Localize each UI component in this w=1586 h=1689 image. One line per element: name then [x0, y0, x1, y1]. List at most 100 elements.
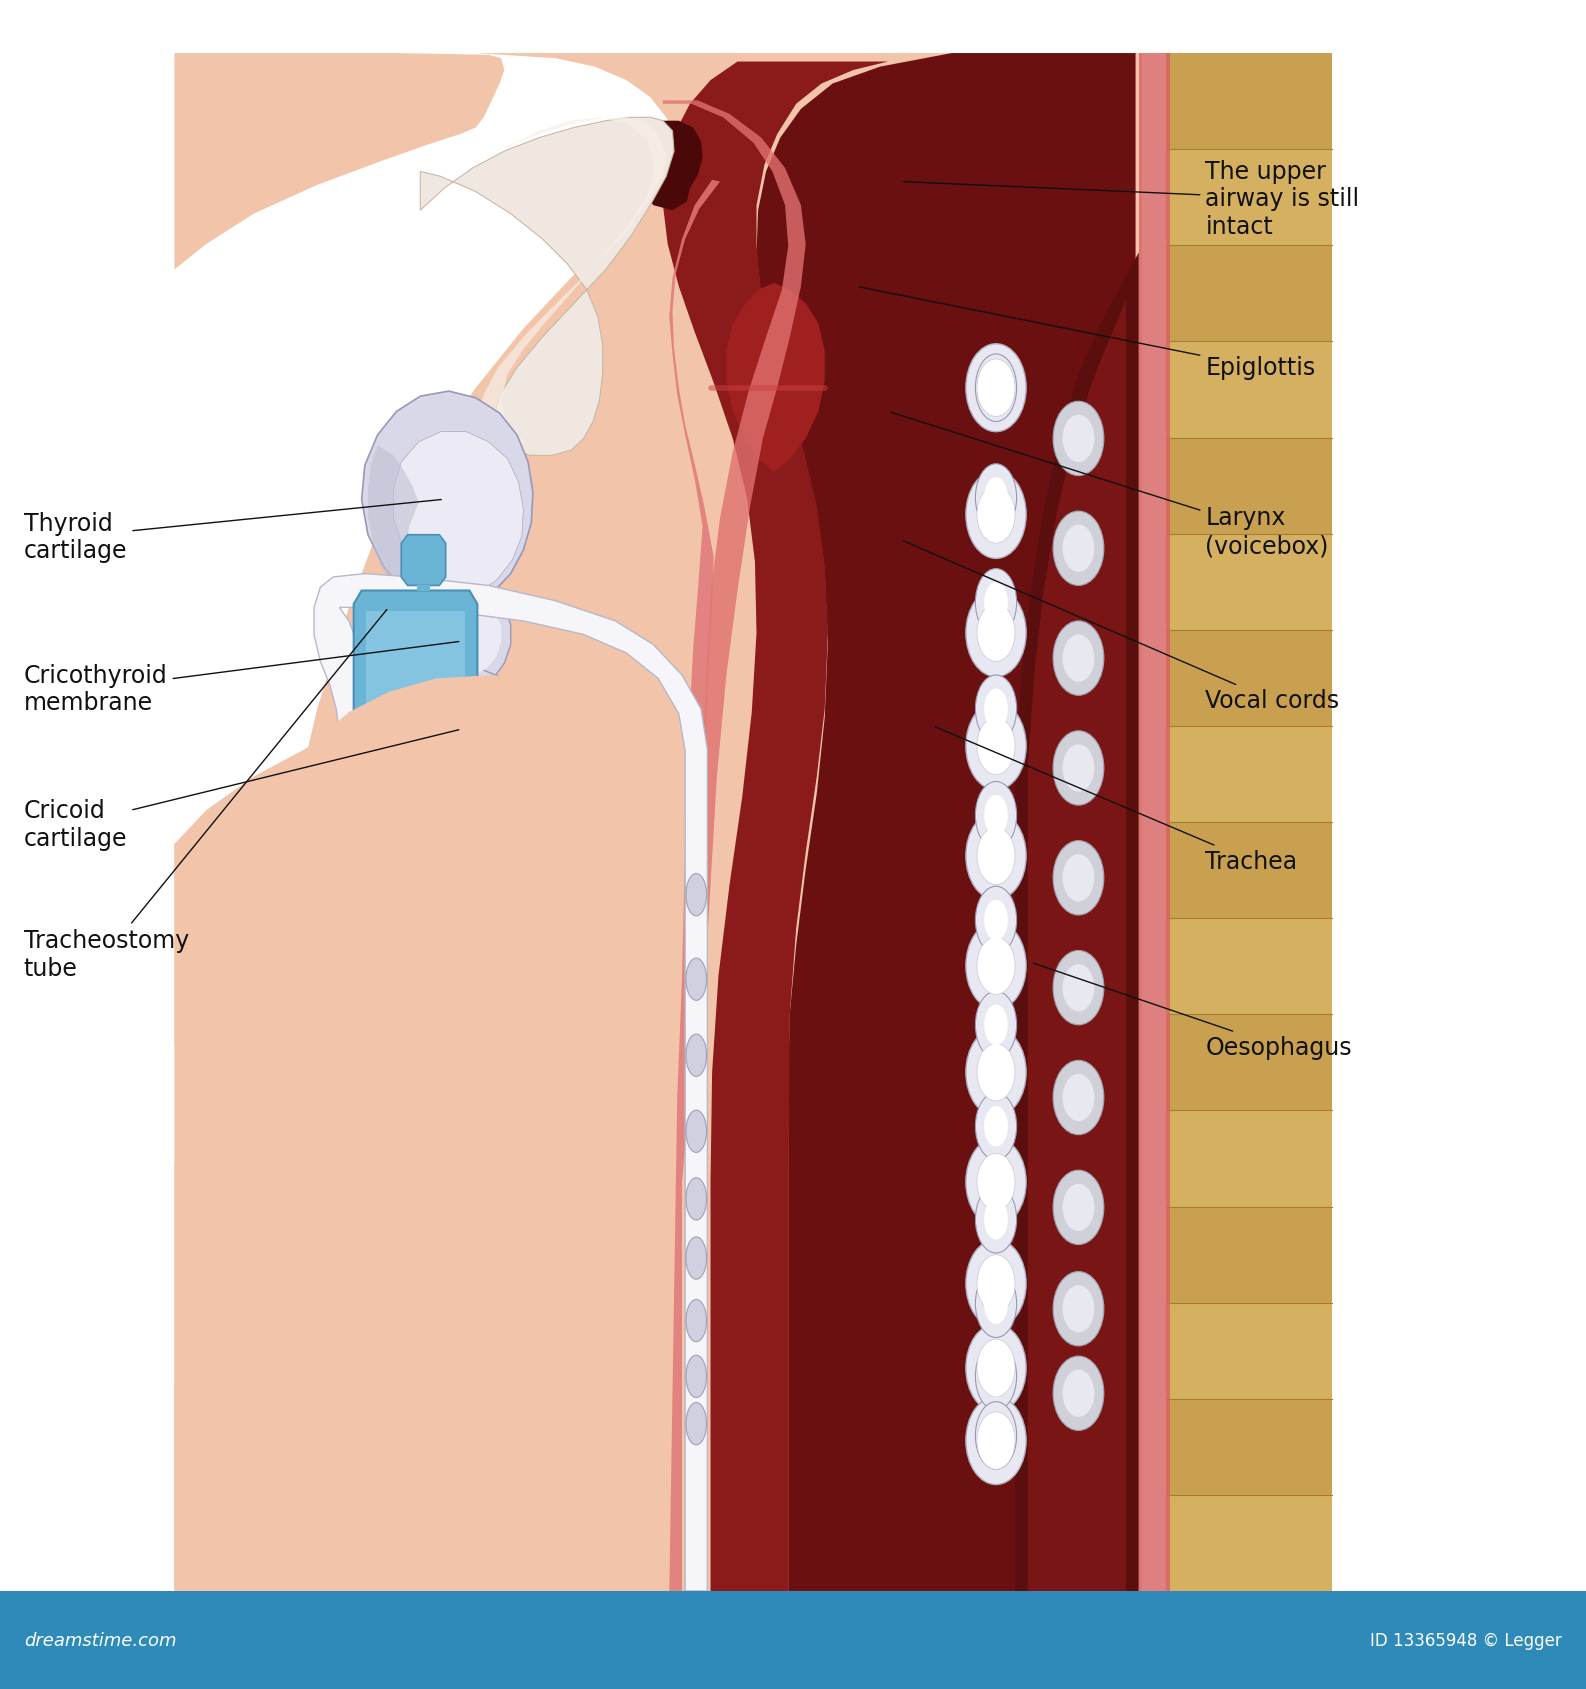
- Ellipse shape: [966, 1324, 1026, 1412]
- Polygon shape: [354, 591, 477, 726]
- Ellipse shape: [983, 900, 1009, 941]
- Polygon shape: [0, 1591, 1586, 1689]
- Polygon shape: [393, 432, 523, 595]
- Polygon shape: [1015, 253, 1139, 1591]
- Ellipse shape: [687, 1034, 707, 1078]
- Ellipse shape: [1063, 1285, 1094, 1333]
- Ellipse shape: [1063, 635, 1094, 682]
- Ellipse shape: [983, 1005, 1009, 1045]
- Ellipse shape: [687, 875, 707, 917]
- Ellipse shape: [975, 1402, 1017, 1469]
- Ellipse shape: [977, 486, 1015, 544]
- Ellipse shape: [975, 991, 1017, 1059]
- Polygon shape: [401, 535, 446, 586]
- Ellipse shape: [975, 887, 1017, 954]
- Polygon shape: [663, 101, 806, 1591]
- Polygon shape: [669, 181, 720, 1591]
- Polygon shape: [477, 118, 666, 444]
- Ellipse shape: [687, 1111, 707, 1152]
- Ellipse shape: [966, 345, 1026, 432]
- Ellipse shape: [977, 1154, 1015, 1211]
- Polygon shape: [1166, 150, 1332, 247]
- Text: Thyroid
cartilage: Thyroid cartilage: [24, 500, 441, 562]
- Ellipse shape: [1063, 745, 1094, 792]
- Polygon shape: [366, 611, 465, 706]
- Polygon shape: [634, 122, 703, 211]
- Polygon shape: [1139, 54, 1170, 1591]
- Polygon shape: [1166, 1495, 1332, 1591]
- Ellipse shape: [1053, 1170, 1104, 1245]
- Text: dreamstime.com: dreamstime.com: [24, 1632, 176, 1648]
- Ellipse shape: [983, 1284, 1009, 1324]
- Ellipse shape: [975, 1186, 1017, 1253]
- Ellipse shape: [983, 689, 1009, 730]
- Ellipse shape: [983, 1106, 1009, 1147]
- Ellipse shape: [966, 703, 1026, 790]
- Text: Larynx
(voicebox): Larynx (voicebox): [891, 412, 1329, 557]
- Polygon shape: [1166, 54, 1332, 150]
- Polygon shape: [1166, 1111, 1332, 1206]
- Text: Oesophagus: Oesophagus: [1034, 964, 1351, 1059]
- Polygon shape: [314, 574, 707, 1591]
- Polygon shape: [1166, 726, 1332, 823]
- Polygon shape: [1028, 301, 1126, 1591]
- Ellipse shape: [687, 959, 707, 1000]
- Ellipse shape: [975, 1343, 1017, 1410]
- Polygon shape: [1166, 1398, 1332, 1495]
- Polygon shape: [174, 54, 1142, 1591]
- Ellipse shape: [966, 812, 1026, 900]
- Ellipse shape: [1063, 1184, 1094, 1231]
- Ellipse shape: [975, 464, 1017, 532]
- Ellipse shape: [966, 471, 1026, 559]
- Ellipse shape: [966, 1240, 1026, 1328]
- Ellipse shape: [975, 782, 1017, 850]
- Text: Cricoid
cartilage: Cricoid cartilage: [24, 730, 458, 850]
- Polygon shape: [1166, 439, 1332, 534]
- Ellipse shape: [1063, 1074, 1094, 1121]
- Text: ID 13365948 © Legger: ID 13365948 © Legger: [1370, 1632, 1562, 1648]
- Polygon shape: [1166, 630, 1332, 726]
- Ellipse shape: [1063, 525, 1094, 573]
- Polygon shape: [420, 118, 674, 456]
- Ellipse shape: [983, 583, 1009, 623]
- Ellipse shape: [687, 1355, 707, 1398]
- Ellipse shape: [975, 569, 1017, 637]
- Ellipse shape: [977, 605, 1015, 662]
- Ellipse shape: [1063, 964, 1094, 1012]
- Polygon shape: [174, 730, 341, 1591]
- Polygon shape: [1166, 823, 1332, 919]
- Ellipse shape: [975, 355, 1017, 422]
- Ellipse shape: [1053, 512, 1104, 586]
- Ellipse shape: [983, 796, 1009, 836]
- Polygon shape: [174, 54, 504, 270]
- Ellipse shape: [975, 1270, 1017, 1338]
- Polygon shape: [430, 591, 511, 689]
- Ellipse shape: [983, 1356, 1009, 1397]
- Ellipse shape: [1053, 841, 1104, 915]
- Ellipse shape: [687, 1301, 707, 1341]
- Polygon shape: [1166, 343, 1332, 439]
- Text: The upper
airway is still
intact: The upper airway is still intact: [904, 159, 1359, 240]
- Ellipse shape: [983, 478, 1009, 519]
- Polygon shape: [1166, 54, 1332, 1591]
- Polygon shape: [438, 682, 508, 774]
- Ellipse shape: [1053, 622, 1104, 696]
- Ellipse shape: [966, 1397, 1026, 1485]
- Ellipse shape: [977, 937, 1015, 995]
- Polygon shape: [1166, 1015, 1332, 1111]
- Polygon shape: [1166, 919, 1332, 1015]
- Polygon shape: [726, 284, 825, 473]
- Polygon shape: [1166, 1302, 1332, 1398]
- Text: Tracheostomy
tube: Tracheostomy tube: [24, 610, 387, 980]
- Polygon shape: [368, 446, 419, 605]
- Ellipse shape: [983, 368, 1009, 409]
- Ellipse shape: [975, 1093, 1017, 1160]
- Ellipse shape: [977, 1044, 1015, 1101]
- Ellipse shape: [975, 676, 1017, 743]
- Ellipse shape: [966, 1029, 1026, 1116]
- Ellipse shape: [966, 922, 1026, 1010]
- Polygon shape: [174, 676, 666, 1591]
- Polygon shape: [362, 392, 533, 608]
- Ellipse shape: [1053, 731, 1104, 806]
- Ellipse shape: [1063, 415, 1094, 463]
